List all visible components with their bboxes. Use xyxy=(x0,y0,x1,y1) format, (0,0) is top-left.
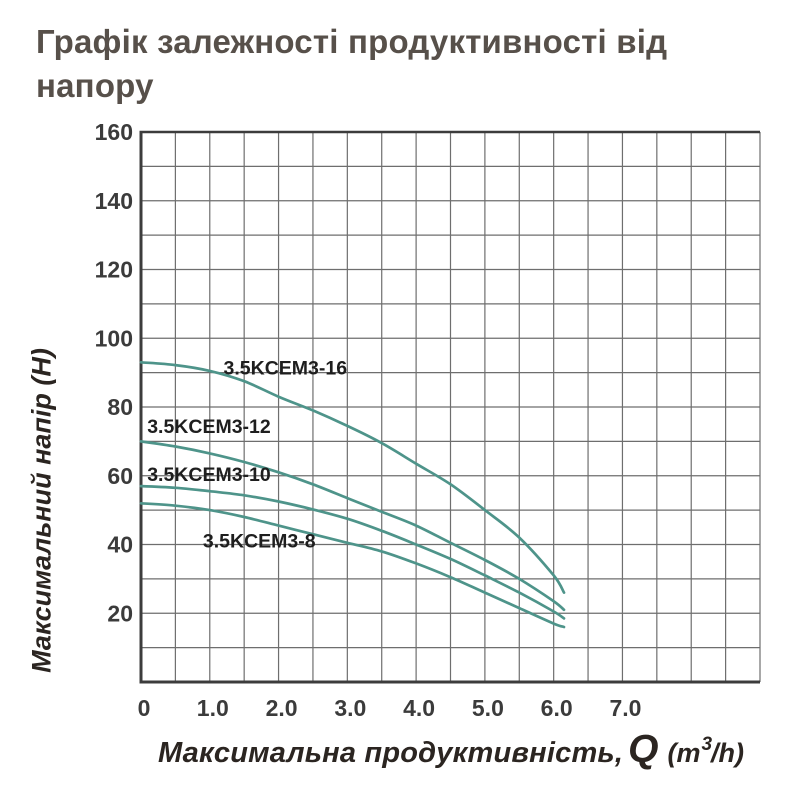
curve-label-3.5KCEM3-16: 3.5KCEM3-16 xyxy=(224,357,348,379)
x-axis-unit-close: /h) xyxy=(711,738,745,768)
curve-label-3.5KCEM3-8: 3.5KCEM3-8 xyxy=(203,530,316,552)
y-tick-label: 160 xyxy=(95,119,133,145)
x-tick-label: 1.0 xyxy=(197,695,229,721)
curve-3.5KCEM3-8 xyxy=(139,501,566,629)
curve-label-3.5KCEM3-12: 3.5KCEM3-12 xyxy=(147,416,271,438)
y-tick-label: 140 xyxy=(95,188,133,214)
curve-label-3.5KCEM3-10: 3.5KCEM3-10 xyxy=(147,464,271,486)
x-tick-label: 5.0 xyxy=(472,695,504,721)
y-tick-label: 120 xyxy=(95,257,133,283)
y-tick-label: 100 xyxy=(95,325,133,351)
x-axis-unit-exponent: 3 xyxy=(701,734,713,755)
y-tick-label: 40 xyxy=(107,532,133,558)
y-axis-title: Максимальний напір (Н) xyxy=(26,348,57,673)
x-axis-title-text: Максимальна продуктивність, xyxy=(157,737,624,769)
x-tick-label: 3.0 xyxy=(334,695,366,721)
x-axis-q-symbol: Q xyxy=(628,728,659,771)
y-tick-label: 80 xyxy=(107,394,133,420)
x-axis-unit-open: (m xyxy=(667,738,701,768)
x-tick-label: 6.0 xyxy=(541,695,573,721)
x-tick-label: 4.0 xyxy=(403,695,435,721)
y-tick-label: 60 xyxy=(107,463,133,489)
y-tick-label: 20 xyxy=(107,600,133,626)
x-tick-label: 2.0 xyxy=(266,695,298,721)
curve-3.5KCEM3-12 xyxy=(139,440,566,612)
x-axis-unit: (m3/h) xyxy=(667,734,745,769)
x-tick-label: 7.0 xyxy=(609,695,641,721)
x-tick-label: 0 xyxy=(138,695,151,721)
x-axis-title: Максимальна продуктивність, Q (m3/h) xyxy=(141,728,761,772)
page-title: Графік залежності продуктивності від нап… xyxy=(36,23,668,104)
curve-3.5KCEM3-16 xyxy=(139,360,566,594)
curve-3.5KCEM3-10 xyxy=(139,484,566,620)
